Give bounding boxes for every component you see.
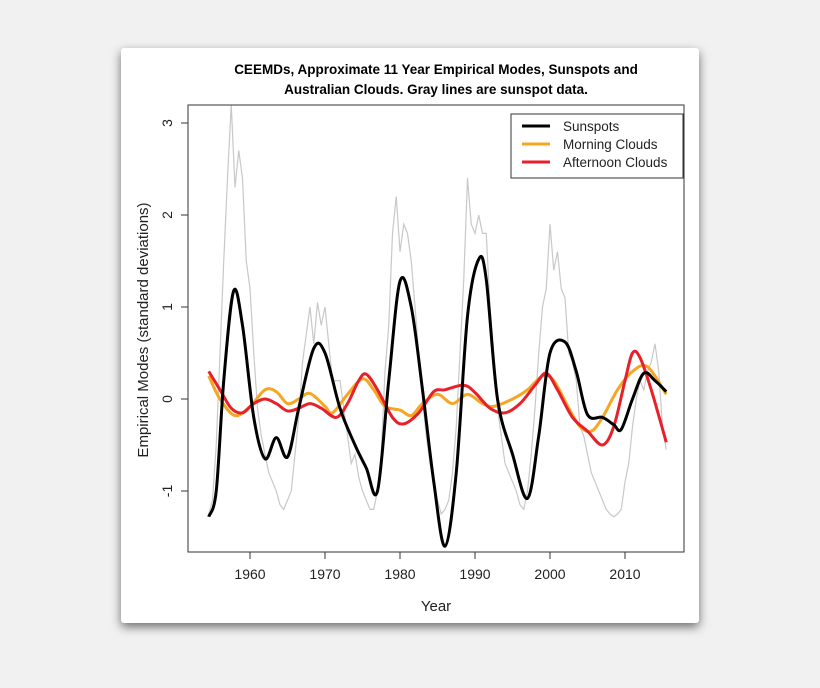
y-tick-label: -1 [159, 485, 175, 498]
legend: Sunspots Morning Clouds Afternoon Clouds [510, 113, 684, 179]
y-tick-label: 1 [159, 303, 175, 311]
x-tick-label: 1980 [384, 566, 415, 582]
legend-label: Sunspots [563, 119, 620, 134]
legend-box [510, 113, 684, 179]
series-line-morning-clouds [207, 363, 668, 434]
x-tick-label: 1990 [459, 566, 490, 582]
y-tick-label: 2 [159, 211, 175, 219]
x-axis-label: Year [421, 598, 451, 615]
y-axis-label: Empirical Modes (standard deviations) [135, 202, 152, 457]
legend-label: Afternoon Clouds [563, 155, 668, 170]
chart-title-line1: CEEMDs, Approximate 11 Year Empirical Mo… [234, 62, 638, 77]
x-tick-label: 2000 [534, 566, 565, 582]
series-line-sunspots [207, 254, 668, 548]
series-line-afternoon-clouds [207, 349, 668, 447]
y-tick-label: 0 [159, 395, 175, 403]
x-tick-label: 1960 [234, 566, 265, 582]
x-tick-label: 1970 [309, 566, 340, 582]
y-tick-label: 3 [159, 119, 175, 127]
chart-title-line2: Australian Clouds. Gray lines are sunspo… [284, 82, 588, 97]
legend-label: Morning Clouds [563, 137, 658, 152]
x-tick-label: 2010 [609, 566, 640, 582]
